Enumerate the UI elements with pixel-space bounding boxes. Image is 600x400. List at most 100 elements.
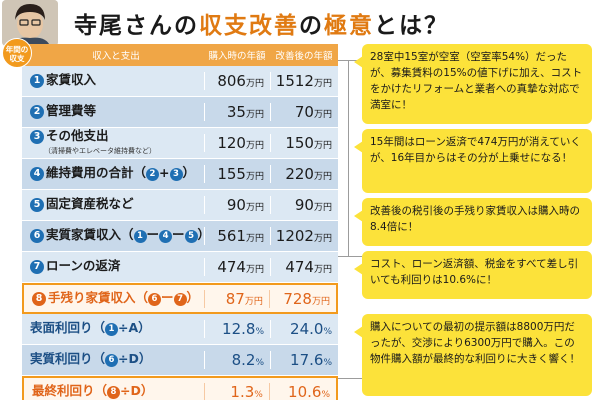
value-unit: 万円 — [313, 141, 332, 151]
value-unit: 万円 — [313, 265, 332, 275]
table-row: 8 手残り家賃収入（ 6 ー 7） 87万円 728万円 — [22, 283, 338, 314]
table-row: 5 固定資産税など 90万円 90万円 — [22, 190, 338, 221]
row-label: 3 その他支出 （清掃費やエレベータ維持費など） — [22, 127, 204, 157]
row-number-icon: 1 — [30, 74, 44, 88]
value-text: 12.8 — [222, 320, 256, 338]
value-text: 806 — [217, 72, 246, 90]
value-unit: 万円 — [313, 234, 332, 244]
connector-line — [338, 256, 362, 257]
table-header: 収入と支出 購入時の年額 改善後の年額 — [22, 44, 338, 66]
value-text: 90 — [294, 196, 314, 214]
value-text: 120 — [217, 134, 246, 152]
note-vacancy: 28室中15室が空室（空室率54%）だったが、募集賃料の15%の値下げに加え、コ… — [354, 44, 592, 124]
value-unit: 万円 — [245, 265, 264, 275]
value-before: 35万円 — [204, 103, 270, 121]
row-sublabel: （清掃費やエレベータ維持費など） — [44, 146, 156, 155]
value-unit: % — [254, 389, 263, 400]
value-before: 806万円 — [204, 72, 270, 90]
value-unit: 万円 — [313, 110, 332, 120]
value-text: 561 — [217, 227, 246, 245]
row-number-icon: 6 — [30, 229, 44, 243]
income-expense-table: 収入と支出 購入時の年額 改善後の年額 1 家賃収入 806万円 1512万円 2 管理費… — [22, 44, 338, 400]
formula-number-icon: 1 — [133, 230, 147, 243]
row-label-end: ） — [186, 289, 200, 305]
value-before: 155万円 — [204, 165, 270, 183]
row-label-text: 実質利回り（ — [30, 351, 106, 366]
value-after: 728万円 — [268, 289, 336, 308]
row-label-text: その他支出 — [46, 127, 109, 143]
header: 寺尾さんの収支改善の極意とは？ 年間の収支 — [0, 0, 600, 68]
value-unit: % — [323, 327, 332, 337]
value-before: 1.3% — [203, 382, 269, 400]
formula-number-icon: 2 — [146, 168, 160, 181]
title-part5: とは？ — [374, 13, 449, 39]
row-label: 2 管理費等 — [22, 103, 204, 119]
table-body: 1 家賃収入 806万円 1512万円 2 管理費等 35万円 70万円 3 その他支出 （清掃費や… — [22, 66, 338, 400]
row-label-text: 実質家賃収入（ — [46, 227, 134, 242]
note-purchase-price: 購入についての最初の提示額は8800万円だったが、交渉により6300万円で購入。… — [354, 314, 592, 396]
value-unit: 万円 — [313, 172, 332, 182]
value-unit: 万円 — [311, 296, 330, 307]
value-after: 1512万円 — [270, 72, 338, 90]
value-unit: % — [323, 358, 332, 368]
table-row: 表面利回り（ 1 ÷A） 12.8% 24.0% — [22, 314, 338, 345]
row-label: 8 手残り家賃収入（ 6 ー 7） — [24, 289, 204, 306]
formula-number-icon: 8 — [107, 385, 121, 399]
row-label-text: 手残り家賃収入（ — [48, 289, 149, 305]
value-after: 474万円 — [270, 258, 338, 276]
formula-operator: ÷D — [118, 351, 139, 366]
formula-number-icon: 1 — [105, 323, 119, 336]
table-row: 実質利回り（ 6 ÷D） 8.2% 17.6% — [22, 345, 338, 376]
row-number-icon: 8 — [32, 291, 46, 306]
formula-number-icon: 5 — [184, 230, 198, 243]
value-text: 150 — [285, 134, 314, 152]
value-unit: 万円 — [313, 203, 332, 213]
value-after: 1202万円 — [270, 227, 338, 245]
value-before: 90万円 — [204, 196, 270, 214]
value-unit: % — [321, 389, 330, 400]
value-unit: 万円 — [313, 79, 332, 89]
page-title: 寺尾さんの収支改善の極意とは？ — [74, 6, 449, 40]
formula-operator: ÷A — [118, 320, 139, 335]
row-label-end: ） — [138, 320, 151, 335]
value-unit: 万円 — [245, 234, 264, 244]
value-text: 17.6 — [290, 351, 324, 369]
table-row: 3 その他支出 （清掃費やエレベータ維持費など） 120万円 150万円 — [22, 128, 338, 159]
row-number-icon: 7 — [30, 260, 44, 274]
header-item: 収入と支出 — [92, 51, 140, 62]
row-label-text: 管理費等 — [46, 103, 97, 118]
row-label: 6 実質家賃収入（ 1 ー 4 ー 5） — [22, 227, 210, 243]
formula-number-icon: 4 — [159, 230, 173, 243]
title-part4: 極意 — [324, 13, 374, 39]
value-before: 561万円 — [204, 227, 270, 245]
value-unit: 万円 — [244, 296, 263, 307]
row-label: 1 家賃収入 — [22, 73, 204, 88]
row-label: 実質利回り（ 6 ÷D） — [22, 351, 204, 367]
row-label-end: ） — [197, 227, 211, 242]
row-number-icon: 5 — [30, 198, 44, 212]
title-part3: の — [299, 13, 324, 39]
annual-badge: 年間の収支 — [2, 38, 32, 68]
row-label: 表面利回り（ 1 ÷A） — [22, 320, 204, 336]
row-label: 4 維持費用の合計（ 2 +3） — [22, 165, 204, 181]
row-label-text: 最終利回り（ — [32, 382, 108, 398]
value-text: 155 — [217, 165, 246, 183]
value-after: 220万円 — [270, 165, 338, 183]
value-unit: 万円 — [245, 172, 264, 182]
value-after: 150万円 — [270, 134, 338, 152]
table-row: 1 家賃収入 806万円 1512万円 — [22, 66, 338, 97]
value-after: 10.6% — [268, 382, 336, 400]
table-row: 2 管理費等 35万円 70万円 — [22, 97, 338, 128]
value-after: 24.0% — [270, 320, 338, 338]
formula-operator: ー — [172, 227, 185, 242]
table-row: 最終利回り（ 8 ÷D） 1.3% 10.6% — [22, 376, 338, 400]
value-text: 728 — [283, 289, 312, 308]
row-label-end: ） — [182, 165, 196, 180]
formula-number-icon: 6 — [148, 292, 162, 306]
row-number-icon: 2 — [30, 105, 44, 119]
value-text: 1512 — [275, 72, 314, 90]
value-text: 24.0 — [290, 320, 324, 338]
header-before: 購入時の年額 — [208, 51, 266, 62]
table-row: 4 維持費用の合計（ 2 +3） 155万円 220万円 — [22, 159, 338, 190]
connector-line — [348, 60, 349, 256]
